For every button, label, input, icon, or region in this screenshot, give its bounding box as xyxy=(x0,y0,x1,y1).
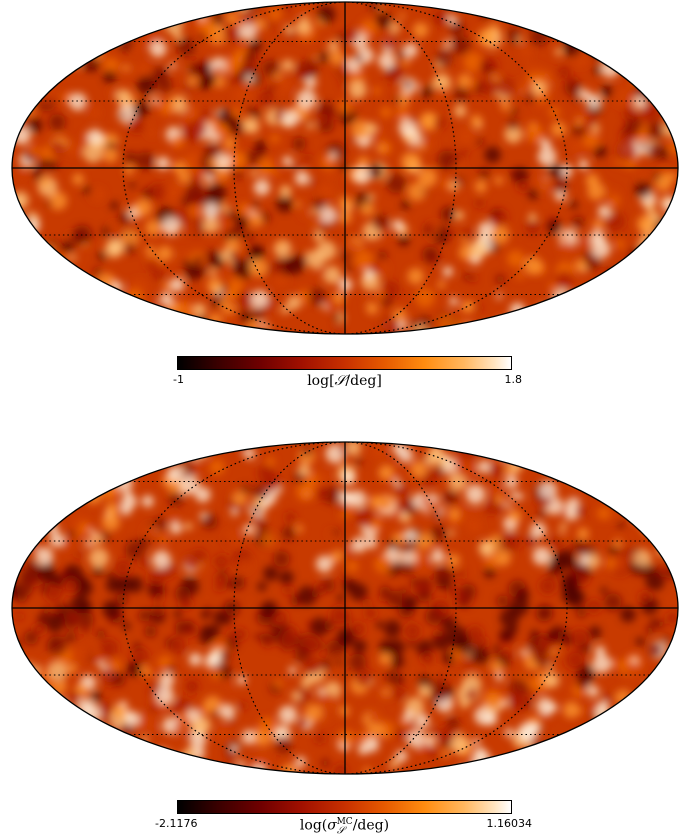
bottom-colorbar-min: -2.1176 xyxy=(155,817,198,830)
bottom-colorbar: -2.1176 1.16034 log(σ𝒮MC/deg) xyxy=(155,800,532,836)
top-map-panel: -1 1.8 log[𝒮/deg] xyxy=(0,0,691,400)
top-colorbar-gradient xyxy=(177,356,512,370)
bottom-mollweide-map xyxy=(11,441,679,775)
top-colorbar-max: 1.8 xyxy=(504,373,523,386)
top-colorbar-label: log[𝒮/deg] xyxy=(307,373,382,389)
top-map-outline xyxy=(11,1,679,335)
bottom-colorbar-label: log(σ𝒮MC/deg) xyxy=(299,817,390,837)
bottom-map-panel: -2.1176 1.16034 log(σ𝒮MC/deg) xyxy=(0,440,691,838)
bottom-colorbar-max: 1.16034 xyxy=(486,817,533,830)
bottom-map-outline xyxy=(11,441,679,775)
top-colorbar-min: -1 xyxy=(173,373,184,386)
top-colorbar: -1 1.8 log[𝒮/deg] xyxy=(173,356,522,389)
bottom-colorbar-gradient xyxy=(177,800,512,814)
top-mollweide-map xyxy=(11,1,679,335)
